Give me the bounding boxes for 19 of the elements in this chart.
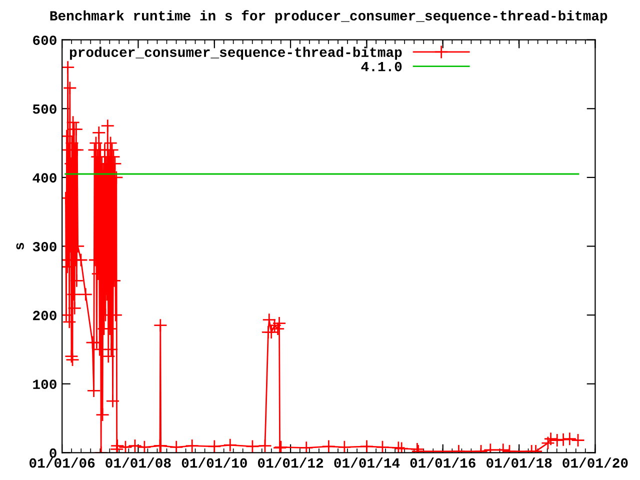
- y-tick-label: 100: [33, 380, 56, 390]
- x-tick-label: 01/01/20: [562, 458, 628, 468]
- y-tick-label: 500: [32, 104, 56, 114]
- y-tick-label: 300: [32, 242, 56, 252]
- x-tick-label: 01/01/16: [410, 458, 476, 468]
- y-tick-label: 0: [50, 448, 56, 458]
- x-tick-label: 01/01/18: [486, 458, 552, 468]
- x-tick-label: 01/01/14: [334, 458, 400, 468]
- x-tick-label: 01/01/08: [106, 458, 171, 468]
- x-tick-label: 01/01/12: [258, 458, 324, 468]
- y-axis-title: s: [16, 242, 24, 250]
- x-tick-label: 01/01/06: [30, 458, 95, 468]
- legend-label: producer_consumer_sequence-thread-bitmap: [70, 46, 402, 60]
- y-tick-label: 200: [33, 310, 56, 320]
- x-tick-label: 01/01/10: [182, 458, 247, 468]
- legend-label: 4.1.0: [361, 62, 402, 72]
- y-tick-label: 400: [32, 173, 56, 183]
- y-tick-label: 600: [33, 36, 56, 46]
- chart-title: Benchmark runtime in s for producer_consumer_sequence-thread-bitmap: [50, 10, 608, 24]
